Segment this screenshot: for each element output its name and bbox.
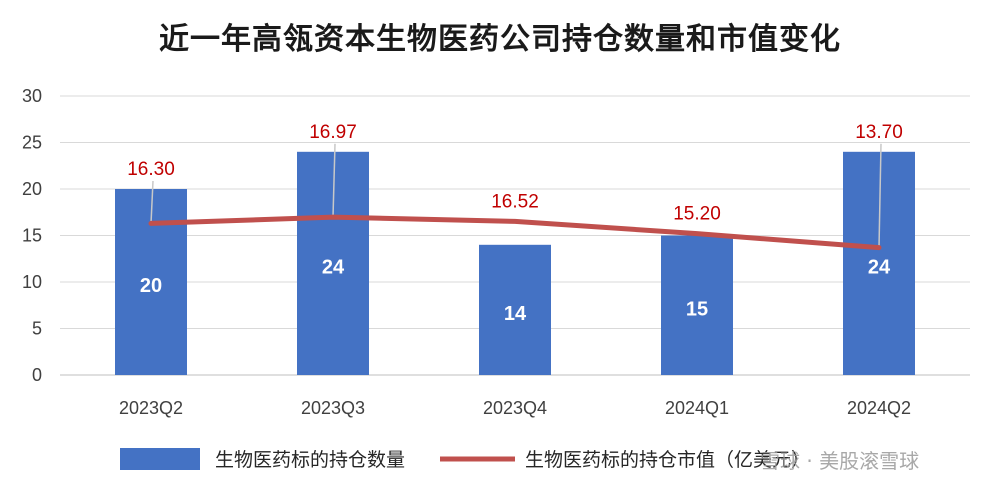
y-tick-label: 30 <box>22 86 42 106</box>
bar-value-label: 24 <box>322 256 345 278</box>
y-tick-label: 20 <box>22 179 42 199</box>
legend-bar-label: 生物医药标的持仓数量 <box>215 449 405 471</box>
bar-value-label: 20 <box>140 275 162 297</box>
y-tick-label: 5 <box>32 319 42 339</box>
watermark-text: 雪球 · 美股滚雪球 <box>760 449 919 473</box>
y-tick-label: 25 <box>22 133 42 153</box>
x-tick-label: 2023Q2 <box>119 398 183 418</box>
line-value-label: 15.20 <box>673 204 721 225</box>
bar-value-label: 15 <box>686 298 708 320</box>
y-axis-ticks: 0 5 10 15 20 25 30 <box>22 86 42 385</box>
line-value-label: 16.52 <box>491 191 539 212</box>
x-tick-label: 2023Q3 <box>301 398 365 418</box>
leader-line <box>332 143 336 218</box>
bar-value-label: 24 <box>868 256 891 278</box>
bar-value-labels: 20 24 14 15 24 <box>140 256 891 325</box>
line-series <box>148 214 882 251</box>
bar <box>297 151 369 375</box>
x-tick-label: 2024Q1 <box>665 398 729 418</box>
bar-series <box>115 151 915 375</box>
y-tick-label: 10 <box>22 272 42 292</box>
x-tick-label: 2024Q2 <box>847 398 911 418</box>
legend-bar-swatch <box>120 448 200 470</box>
leader-lines <box>150 143 882 248</box>
bar <box>479 244 551 375</box>
line-value-labels: 16.30 16.97 16.52 15.20 13.70 <box>127 122 903 225</box>
series-line <box>148 214 882 251</box>
bar-value-label: 14 <box>504 303 527 325</box>
line-value-label: 16.30 <box>127 159 175 180</box>
x-axis-ticks: 2023Q2 2023Q3 2023Q4 2024Q1 2024Q2 <box>119 398 911 418</box>
leader-line <box>150 180 154 224</box>
legend-line-label: 生物医药标的持仓市值（亿美元） <box>525 449 810 471</box>
y-tick-label: 0 <box>32 365 42 385</box>
chart-title: 近一年高瓴资本生物医药公司持仓数量和市值变化 <box>159 22 841 57</box>
line-value-label: 16.97 <box>309 122 357 143</box>
legend: 生物医药标的持仓数量 生物医药标的持仓市值（亿美元） <box>120 448 810 471</box>
y-tick-label: 15 <box>22 226 42 246</box>
bar <box>843 151 915 375</box>
leader-line <box>878 143 882 248</box>
bar <box>661 235 733 375</box>
line-value-label: 13.70 <box>855 122 903 143</box>
x-tick-label: 2023Q4 <box>483 398 547 418</box>
